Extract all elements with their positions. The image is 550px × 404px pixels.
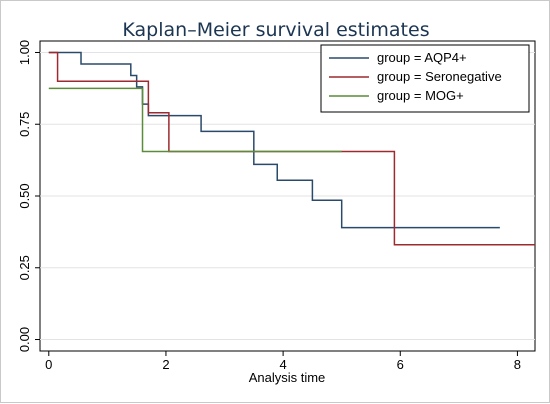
chart-title: Kaplan–Meier survival estimates — [122, 19, 429, 41]
series-line-1 — [48, 51, 535, 246]
y-tick-label-2: 0.50 — [17, 183, 32, 208]
x-tick-label-4: 8 — [514, 357, 521, 372]
y-axis-ticks: 0.00 0.25 0.50 0.75 1.00 — [17, 40, 40, 352]
legend-label-0: group = AQP4+ — [377, 50, 467, 65]
legend-box — [320, 44, 530, 113]
x-axis-ticks: 0 2 4 6 8 — [45, 351, 521, 372]
series-line-0 — [48, 51, 500, 229]
y-tick-label-3: 0.75 — [17, 112, 32, 137]
legend-label-1: group = Seronegative — [377, 69, 502, 84]
x-axis-label: Analysis time — [249, 370, 326, 385]
y-tick-label-0: 0.00 — [17, 327, 32, 352]
x-tick-label-2: 4 — [279, 357, 286, 372]
legend-label-2: group = MOG+ — [377, 88, 464, 103]
x-tick-label-1: 2 — [162, 357, 169, 372]
legend: group = AQP4+ group = Seronegative group =… — [320, 44, 530, 113]
y-tick-label-1: 0.25 — [17, 255, 32, 280]
series-line-2 — [48, 87, 342, 153]
x-tick-label-3: 6 — [397, 357, 404, 372]
x-tick-label-0: 0 — [45, 357, 52, 372]
survival-curves — [48, 51, 535, 246]
y-tick-label-4: 1.00 — [17, 40, 32, 65]
